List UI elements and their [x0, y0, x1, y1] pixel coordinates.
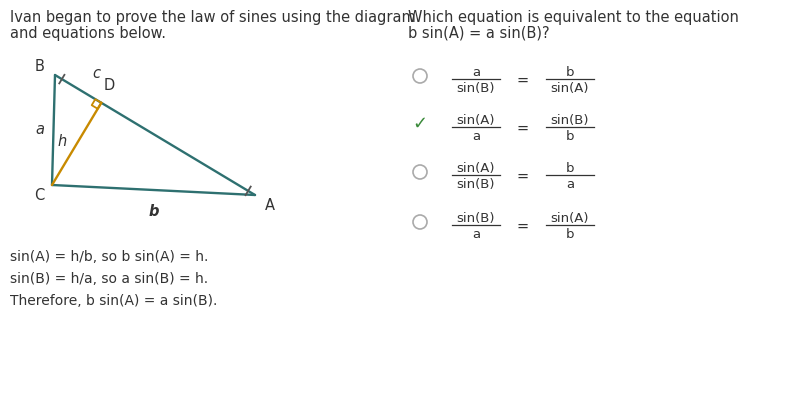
Text: sin(B): sin(B) [457, 212, 495, 225]
Text: b: b [566, 130, 574, 143]
Text: b sin(A) = a sin(B)?: b sin(A) = a sin(B)? [408, 26, 550, 41]
Text: sin(A): sin(A) [550, 82, 590, 95]
Text: =: = [517, 72, 529, 88]
Text: B: B [34, 59, 44, 74]
Text: a: a [472, 130, 480, 143]
Text: a: a [472, 66, 480, 79]
Text: h: h [58, 134, 66, 149]
Text: sin(B): sin(B) [457, 178, 495, 191]
Text: sin(A) = h/b, so b sin(A) = h.: sin(A) = h/b, so b sin(A) = h. [10, 250, 208, 264]
Text: Which equation is equivalent to the equation: Which equation is equivalent to the equa… [408, 10, 739, 25]
Text: a: a [35, 122, 44, 137]
Text: b: b [566, 66, 574, 79]
Text: sin(B): sin(B) [457, 82, 495, 95]
Text: and equations below.: and equations below. [10, 26, 166, 41]
Text: Therefore, b sin(A) = a sin(B).: Therefore, b sin(A) = a sin(B). [10, 294, 218, 308]
Text: sin(A): sin(A) [550, 212, 590, 225]
Text: c: c [92, 67, 100, 82]
Text: b: b [566, 228, 574, 241]
Text: b: b [148, 204, 158, 219]
Text: sin(B): sin(B) [550, 114, 590, 127]
Text: D: D [103, 78, 114, 93]
Text: b: b [566, 162, 574, 175]
Text: sin(B) = h/a, so a sin(B) = h.: sin(B) = h/a, so a sin(B) = h. [10, 272, 208, 286]
Text: sin(A): sin(A) [457, 162, 495, 175]
Text: ✓: ✓ [413, 115, 427, 133]
Text: A: A [265, 198, 275, 213]
Text: =: = [517, 120, 529, 135]
Text: a: a [566, 178, 574, 191]
Text: =: = [517, 169, 529, 183]
Text: sin(A): sin(A) [457, 114, 495, 127]
Text: a: a [472, 228, 480, 241]
Text: C: C [34, 188, 44, 203]
Text: Ivan began to prove the law of sines using the diagram: Ivan began to prove the law of sines usi… [10, 10, 416, 25]
Text: =: = [517, 219, 529, 234]
